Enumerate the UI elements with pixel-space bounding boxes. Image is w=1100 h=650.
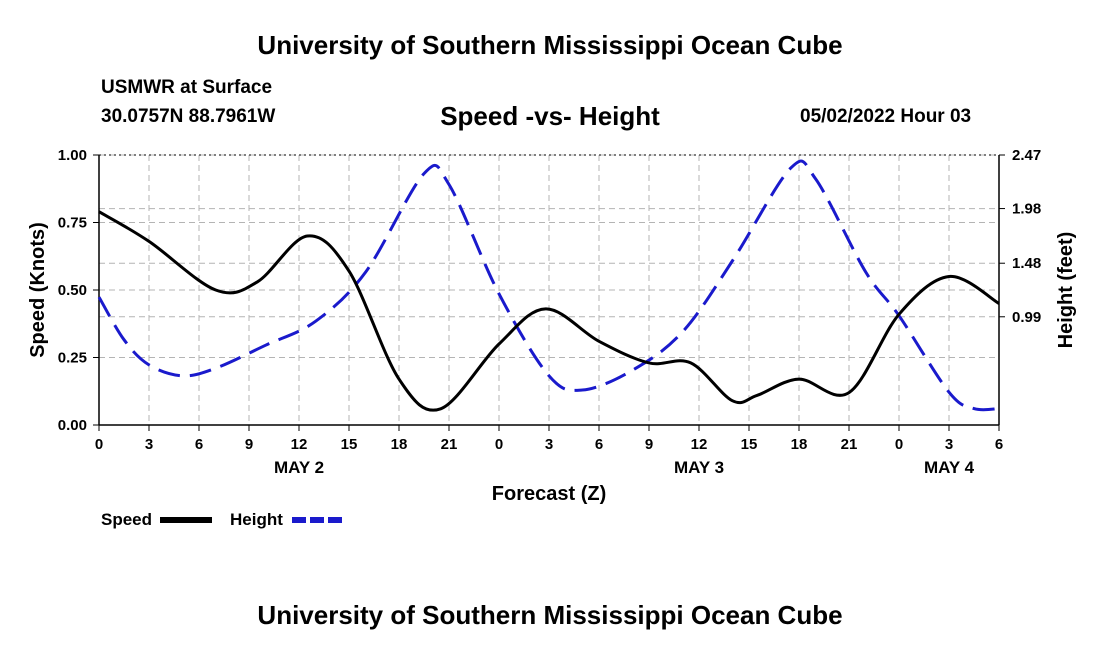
x-tick-label: 15 [741, 436, 758, 453]
legend-speed-label: Speed [101, 510, 152, 529]
y-axis-title: Speed (Knots) [27, 222, 49, 358]
x-tick-label: 0 [95, 436, 103, 453]
x-tick-label: 12 [691, 436, 708, 453]
x-tick-label: 9 [245, 436, 253, 453]
x-tick-label: 0 [895, 436, 903, 453]
chart-main-title: University of Southern Mississippi Ocean… [257, 30, 843, 60]
run-date: 05/02/2022 Hour 03 [800, 106, 972, 127]
x-tick-label: 3 [545, 436, 553, 453]
x-tick-label: 3 [145, 436, 153, 453]
y2-tick-label: 1.48 [1012, 255, 1041, 272]
y-tick-label: 1.00 [58, 147, 87, 164]
x-tick-label: 21 [441, 436, 458, 453]
station-coordinates: 30.0757N 88.7961W [101, 106, 276, 127]
y-tick-label: 0.25 [58, 350, 87, 367]
y2-tick-label: 1.98 [1012, 201, 1041, 218]
x-day-label: MAY 4 [924, 458, 975, 477]
x-axis-title: Forecast (Z) [492, 483, 606, 505]
speed-series-line [98, 210, 1000, 412]
y-tick-label: 0.50 [58, 282, 87, 299]
x-tick-label: 6 [595, 436, 603, 453]
legend-height-label: Height [230, 510, 283, 529]
x-tick-label: 9 [645, 436, 653, 453]
x-tick-label: 15 [341, 436, 358, 453]
x-tick-label: 21 [841, 436, 858, 453]
y-tick-label: 0.00 [58, 417, 87, 434]
chart-subtitle: Speed -vs- Height [440, 101, 660, 131]
x-tick-label: 3 [945, 436, 953, 453]
x-day-label: MAY 2 [274, 458, 324, 477]
chart-footer-title: University of Southern Mississippi Ocean… [257, 600, 843, 630]
y2-tick-label: 0.99 [1012, 309, 1041, 326]
x-tick-label: 18 [791, 436, 808, 453]
x-tick-label: 12 [291, 436, 308, 453]
y-tick-label: 0.75 [58, 215, 87, 232]
x-tick-label: 6 [995, 436, 1003, 453]
x-tick-label: 6 [195, 436, 203, 453]
x-tick-label: 0 [495, 436, 503, 453]
y2-axis-title: Height (feet) [1055, 232, 1077, 349]
x-day-label: MAY 3 [674, 458, 724, 477]
y2-tick-label: 2.47 [1012, 147, 1041, 164]
x-tick-label: 18 [391, 436, 408, 453]
height-series-line [97, 159, 1000, 412]
station-label: USMWR at Surface [101, 77, 273, 98]
